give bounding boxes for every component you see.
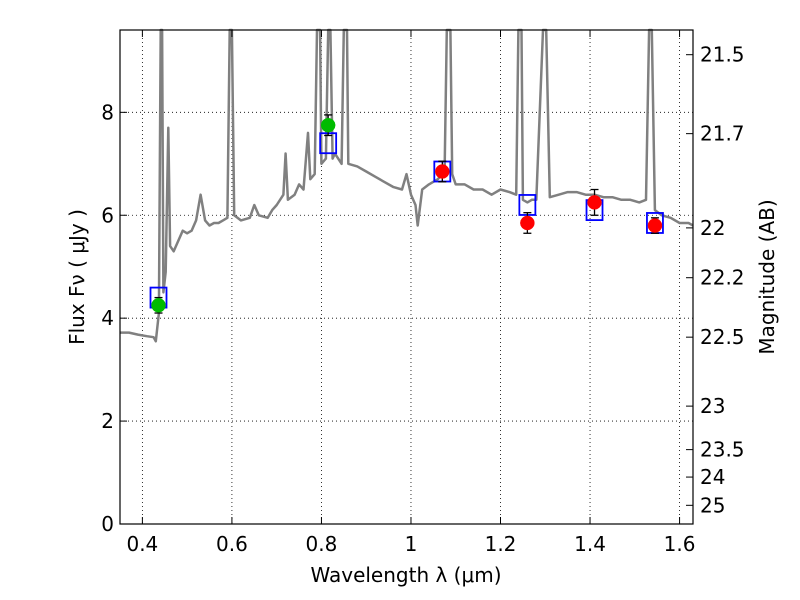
- observed-optical-point: [320, 117, 336, 133]
- y2-tick-label: 25: [700, 493, 725, 517]
- y-tick-label: 2: [101, 409, 114, 433]
- photometry-markers-layer: [149, 114, 664, 314]
- observed-optical-point: [151, 298, 166, 313]
- y2-tick-label: 23.5: [700, 438, 745, 462]
- y-tick-label: 6: [101, 203, 114, 227]
- x-tick-label: 0.8: [306, 532, 338, 556]
- y2-tick-label: 24: [700, 465, 725, 489]
- y2-tick-label: 21.7: [700, 122, 745, 146]
- x-tick-label: 1: [405, 532, 418, 556]
- x-tick-label: 1.4: [574, 532, 606, 556]
- x-tick-label: 1.2: [485, 532, 517, 556]
- y2-tick-label: 22.5: [700, 325, 745, 349]
- observed-nir-point: [520, 215, 535, 231]
- axis-ticks: 0.4 0.6 0.8 1 1.2 1.4 1.60246821.521.72222.222…: [101, 30, 745, 556]
- observed-nir-point: [647, 218, 663, 233]
- x-tick-label: 0.4: [126, 532, 158, 556]
- y2-tick-label: 23: [700, 394, 725, 418]
- y-tick-label: 4: [101, 306, 114, 330]
- x-axis-label: Wavelength λ (μm): [310, 563, 501, 587]
- x-tick-label: 0.6: [216, 532, 248, 556]
- plot-frame: [119, 29, 694, 525]
- observed-nir-point: [435, 164, 450, 179]
- y-tick-label: 8: [101, 100, 114, 124]
- y2-tick-label: 21.5: [700, 43, 745, 67]
- x-tick-label: 1.6: [664, 532, 696, 556]
- y2-tick-label: 22.2: [700, 266, 745, 290]
- y-axis-label: Flux Fν ( μJy ): [65, 209, 89, 345]
- observed-nir-point: [587, 195, 602, 210]
- y2-axis-label: Magnitude (AB): [755, 199, 779, 354]
- plot-background: [120, 30, 693, 524]
- y-tick-label: 0: [101, 512, 114, 536]
- y2-tick-label: 22: [700, 216, 725, 240]
